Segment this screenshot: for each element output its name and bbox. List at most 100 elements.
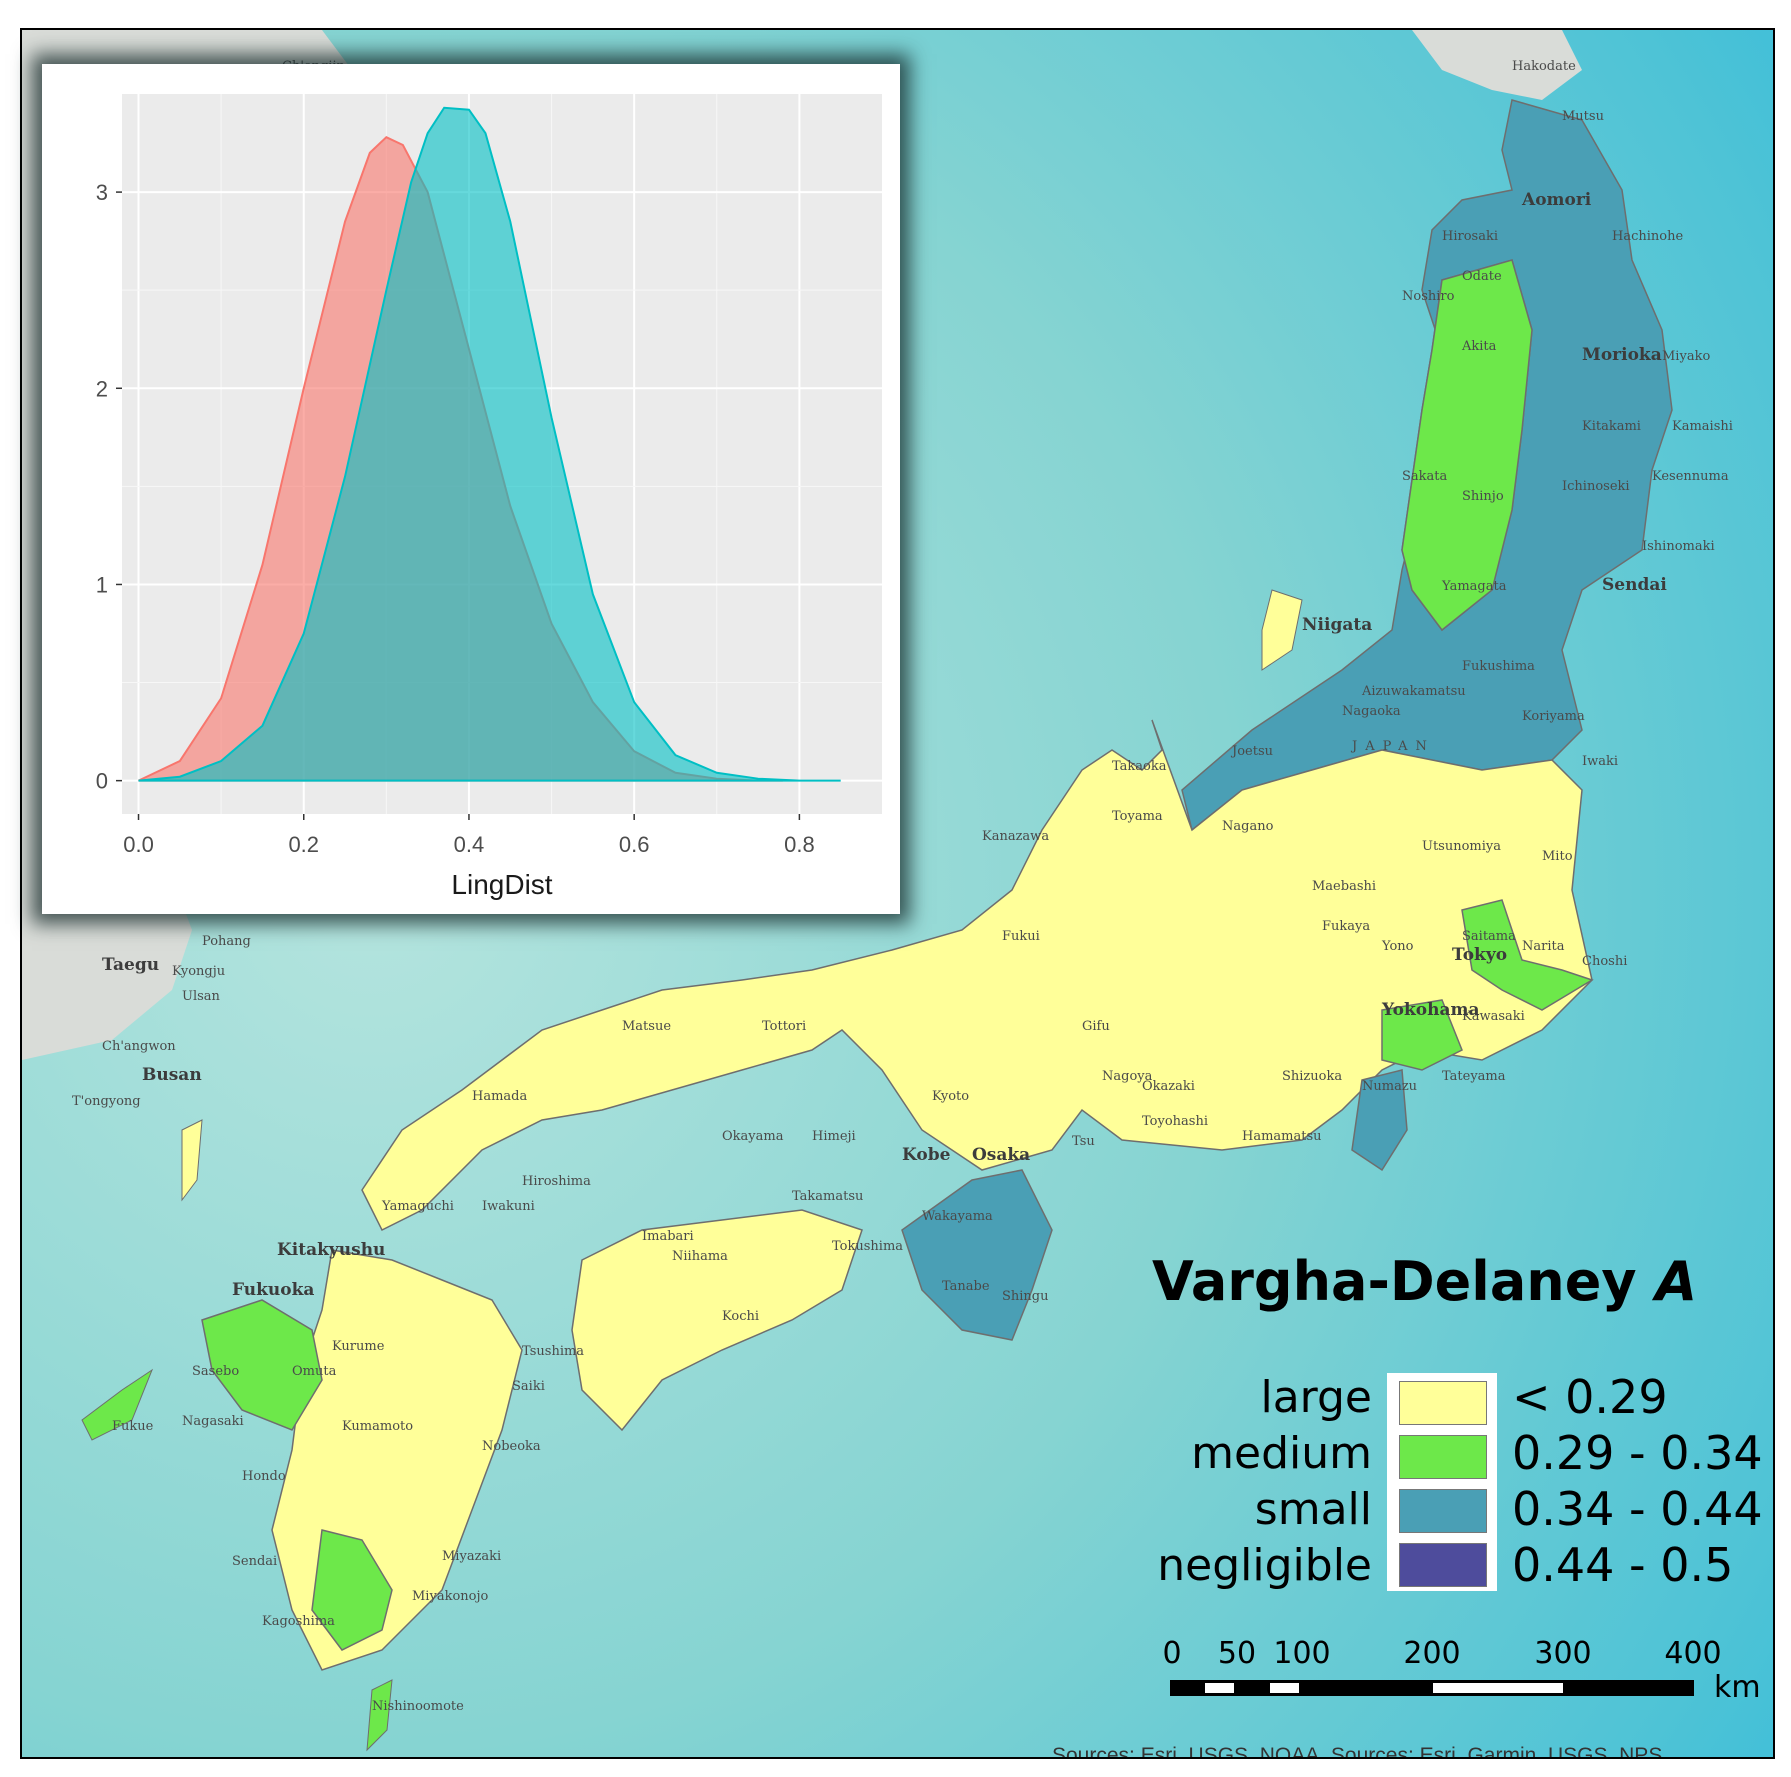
place-label-hondo: Hondo bbox=[242, 1469, 286, 1484]
place-label-akita: Akita bbox=[1461, 339, 1497, 354]
x-axis-title: LingDist bbox=[451, 869, 552, 900]
x-tick-label: 0.2 bbox=[288, 832, 319, 857]
scale-tick-100: 100 bbox=[1273, 1636, 1331, 1671]
place-label-iwakuni: Iwakuni bbox=[482, 1199, 535, 1214]
place-label-nagano: Nagano bbox=[1222, 819, 1274, 834]
place-label-shinjo: Shinjo bbox=[1462, 489, 1504, 504]
x-tick-label: 0.0 bbox=[123, 832, 154, 857]
region-akita-yamagata bbox=[1401, 259, 1533, 632]
place-label-nagoya: Nagoya bbox=[1102, 1069, 1153, 1084]
place-label-fukushima: Fukushima bbox=[1462, 659, 1535, 674]
place-label-fukaya: Fukaya bbox=[1322, 919, 1370, 934]
legend-label-medium: medium bbox=[1191, 1428, 1372, 1479]
place-label-kitakyushu: Kitakyushu bbox=[277, 1240, 385, 1260]
place-label-sakata: Sakata bbox=[1402, 469, 1448, 484]
place-label-utsunomiya: Utsunomiya bbox=[1422, 839, 1501, 854]
place-label-hamamatsu: Hamamatsu bbox=[1242, 1129, 1322, 1144]
place-label-saiki: Saiki bbox=[512, 1379, 545, 1394]
place-label-wakayama: Wakayama bbox=[922, 1209, 993, 1224]
legend-swatch-medium bbox=[1399, 1435, 1487, 1479]
legend-range-large: < 0.29 bbox=[1512, 1370, 1668, 1424]
place-label-saitama: Saitama bbox=[1462, 929, 1516, 944]
place-label-osaka: Osaka bbox=[972, 1145, 1030, 1165]
place-label-kurume: Kurume bbox=[332, 1339, 385, 1354]
place-label-yokohama: Yokohama bbox=[1381, 1000, 1480, 1020]
place-label-hachinohe: Hachinohe bbox=[1612, 229, 1683, 244]
legend-range-small: 0.34 - 0.44 bbox=[1512, 1482, 1763, 1536]
y-axis: 0 1 2 3 bbox=[96, 180, 122, 794]
place-label-hiroshima: Hiroshima bbox=[522, 1174, 591, 1189]
place-label-kyoto: Kyoto bbox=[932, 1089, 969, 1104]
place-label-kochi: Kochi bbox=[722, 1309, 759, 1324]
place-label-yamaguchi: Yamaguchi bbox=[381, 1199, 454, 1214]
place-label-okazaki: Okazaki bbox=[1142, 1079, 1195, 1094]
legend-title: Vargha-Delaney A bbox=[1152, 1250, 1697, 1313]
place-label-hakodate: Hakodate bbox=[1512, 59, 1576, 74]
place-labels: Hakodate Mutsu Aomori Hirosaki Hachinohe Odat… bbox=[72, 59, 1733, 1714]
place-label-kesennuma: Kesennuma bbox=[1652, 469, 1729, 484]
region-nagasaki bbox=[201, 1299, 323, 1431]
place-label-yamagata: Yamagata bbox=[1441, 579, 1507, 594]
region-saitama-chiba bbox=[1461, 899, 1594, 1011]
hokkaido-landmass bbox=[1412, 30, 1582, 100]
y-tick-label: 2 bbox=[96, 376, 108, 401]
legend-label-small: small bbox=[1254, 1484, 1372, 1535]
density-inset: 0.0 0.2 0.4 0.6 0.8 0 1 2 3 LingDist bbox=[42, 64, 900, 914]
place-label-okayama: Okayama bbox=[722, 1129, 784, 1144]
place-label-hamada: Hamada bbox=[472, 1089, 527, 1104]
place-label-niigata: Niigata bbox=[1302, 615, 1372, 635]
scale-tick-400: 400 bbox=[1664, 1636, 1722, 1671]
place-label-kumamoto: Kumamoto bbox=[342, 1419, 413, 1434]
legend-swatch-negligible bbox=[1399, 1543, 1487, 1587]
region-goto-islands bbox=[81, 1368, 154, 1441]
place-label-tsushima: Tsushima bbox=[522, 1344, 584, 1359]
legend-range-negligible: 0.44 - 0.5 bbox=[1512, 1538, 1734, 1592]
place-label-kanazawa: Kanazawa bbox=[982, 829, 1049, 844]
place-label-toyohashi: Toyohashi bbox=[1142, 1114, 1208, 1129]
place-label-choshi: Choshi bbox=[1582, 954, 1627, 969]
scale-unit: km bbox=[1714, 1670, 1761, 1705]
y-tick-label: 3 bbox=[96, 180, 108, 205]
place-label-miyakonojo: Miyakonojo bbox=[412, 1589, 488, 1604]
place-label-nishinoomote: Nishinoomote bbox=[372, 1699, 464, 1714]
scale-tick-200: 200 bbox=[1403, 1636, 1461, 1671]
place-label-takamatsu: Takamatsu bbox=[792, 1189, 863, 1204]
place-label-toyama: Toyama bbox=[1112, 809, 1163, 824]
place-label-gifu: Gifu bbox=[1082, 1019, 1110, 1034]
place-label-tokushima: Tokushima bbox=[832, 1239, 903, 1254]
place-label-kyongju: Kyongju bbox=[172, 964, 225, 979]
place-label-morioka: Morioka bbox=[1582, 345, 1662, 365]
place-label-tateyama: Tateyama bbox=[1442, 1069, 1506, 1084]
place-label-ishinomaki: Ishinomaki bbox=[1642, 539, 1715, 554]
place-label-nagasaki: Nagasaki bbox=[182, 1414, 244, 1429]
place-label-himeji: Himeji bbox=[812, 1129, 856, 1144]
place-label-fukue: Fukue bbox=[112, 1419, 154, 1434]
place-label-maebashi: Maebashi bbox=[1312, 879, 1376, 894]
x-tick-label: 0.4 bbox=[454, 832, 485, 857]
place-label-busan: Busan bbox=[142, 1065, 202, 1085]
place-label-fukui: Fukui bbox=[1002, 929, 1040, 944]
place-label-sasebo: Sasebo bbox=[192, 1364, 239, 1379]
series-layer bbox=[138, 106, 841, 782]
region-kii bbox=[901, 1169, 1053, 1341]
place-label-fukuoka: Fukuoka bbox=[232, 1280, 314, 1300]
scale-tick-50: 50 bbox=[1217, 1636, 1257, 1671]
density-area-2 bbox=[138, 106, 841, 782]
place-label-yono: Yono bbox=[1381, 939, 1414, 954]
x-axis: 0.0 0.2 0.4 0.6 0.8 bbox=[123, 814, 815, 857]
legend-label-large: large bbox=[1260, 1372, 1372, 1423]
place-label-iwaki: Iwaki bbox=[1582, 754, 1618, 769]
place-label-tongyong: T'ongyong bbox=[72, 1094, 141, 1109]
place-label-hirosaki: Hirosaki bbox=[1442, 229, 1498, 244]
place-label-niihama: Niihama bbox=[672, 1249, 728, 1264]
place-label-ichinoseki: Ichinoseki bbox=[1562, 479, 1630, 494]
region-izu bbox=[1351, 1069, 1408, 1172]
place-label-tsu: Tsu bbox=[1072, 1134, 1095, 1149]
place-label-matsue: Matsue bbox=[622, 1019, 671, 1034]
region-tsushima-island bbox=[181, 1119, 203, 1202]
density-chart: 0.0 0.2 0.4 0.6 0.8 0 1 2 3 LingDist bbox=[96, 94, 882, 900]
legend-title-italic: A bbox=[1655, 1250, 1698, 1313]
place-label-nagaoka: Nagaoka bbox=[1342, 704, 1401, 719]
attribution: Sources: Esri, USGS, NOAA, Sources: Esri… bbox=[1052, 1744, 1663, 1759]
place-label-kamaishi: Kamaishi bbox=[1672, 419, 1733, 434]
